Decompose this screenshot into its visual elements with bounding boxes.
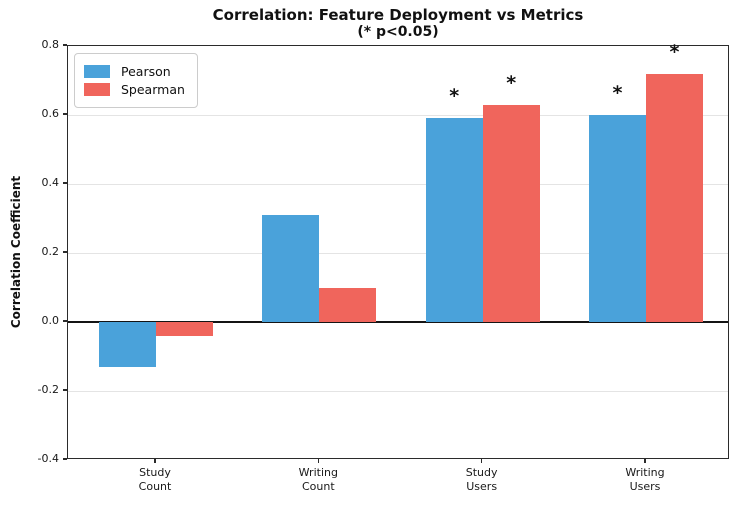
bar-pearson-writing-count xyxy=(262,215,320,322)
spearman-swatch xyxy=(84,83,110,96)
legend-item-pearson: Pearson xyxy=(84,64,185,79)
y-tick-label: 0.6 xyxy=(41,107,60,120)
x-tick-label-writing-count: Writing Count xyxy=(298,466,338,494)
legend-label-spearman: Spearman xyxy=(121,82,185,97)
x-tick-mark xyxy=(317,459,320,463)
gridline-y--0.2 xyxy=(68,390,728,392)
significance-marker: * xyxy=(669,40,680,63)
x-tick-label-writing-users: Writing Users xyxy=(625,466,665,494)
y-tick-label: -0.2 xyxy=(37,383,59,396)
significance-marker: * xyxy=(449,85,460,108)
gridline-y-0.2 xyxy=(68,252,728,254)
y-tick-label: 0.0 xyxy=(41,314,60,327)
legend-label-pearson: Pearson xyxy=(121,64,171,79)
gridline-y-0.6 xyxy=(68,114,728,116)
bar-spearman-study-users xyxy=(482,104,540,322)
bar-spearman-writing-count xyxy=(319,287,377,322)
legend: Pearson Spearman xyxy=(74,53,198,108)
x-tick-mark xyxy=(154,459,156,463)
chart-title: Correlation: Feature Deployment vs Metri… xyxy=(212,6,584,24)
y-tick-mark xyxy=(62,320,67,322)
y-tick-mark xyxy=(62,44,67,46)
y-tick-mark xyxy=(62,389,67,391)
significance-marker: * xyxy=(612,82,623,104)
bar-spearman-study-count xyxy=(156,322,213,336)
bar-pearson-writing-users xyxy=(588,115,646,322)
bar-pearson-study-users xyxy=(425,118,483,322)
zero-axis-line xyxy=(68,321,728,323)
significance-marker: * xyxy=(506,71,517,94)
y-tick-label: 0.8 xyxy=(41,38,60,51)
y-tick-label: -0.4 xyxy=(37,452,59,465)
x-tick-label-study-count: Study Count xyxy=(138,466,172,494)
legend-item-spearman: Spearman xyxy=(84,82,185,97)
y-tick-mark xyxy=(62,182,67,184)
bar-spearman-writing-users xyxy=(645,73,703,322)
y-tick-mark xyxy=(62,458,67,460)
x-tick-label-study-users: Study Users xyxy=(465,466,498,494)
pearson-swatch xyxy=(84,65,110,78)
gridline-y-0.4 xyxy=(68,183,728,185)
bar-pearson-study-count xyxy=(99,322,156,367)
y-tick-label: 0.4 xyxy=(41,176,60,189)
y-tick-mark xyxy=(62,251,67,253)
x-tick-mark xyxy=(644,459,646,463)
x-tick-mark xyxy=(480,459,483,463)
chart-subtitle: (* p<0.05) xyxy=(357,24,439,40)
y-tick-label: 0.2 xyxy=(41,245,60,258)
plot-area: Pearson Spearman * * * * xyxy=(67,41,729,459)
y-tick-mark xyxy=(62,113,67,115)
